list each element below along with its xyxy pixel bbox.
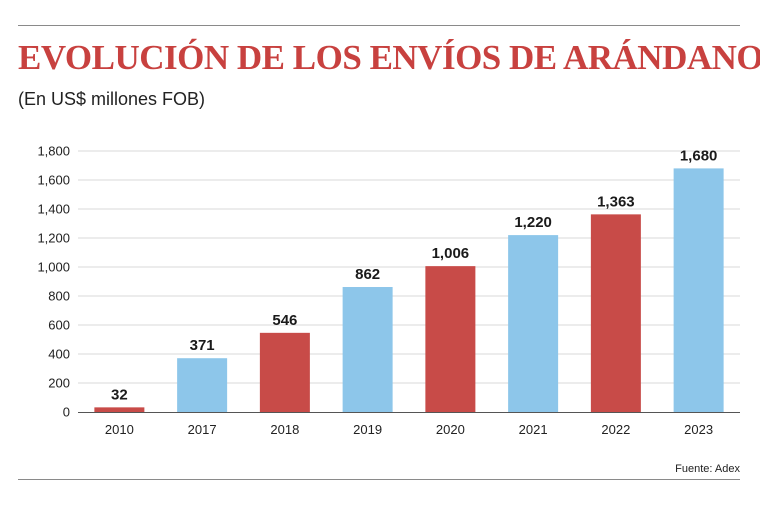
- data-label: 1,680: [680, 147, 718, 164]
- x-tick-label: 2022: [601, 422, 630, 437]
- data-label: 371: [190, 337, 215, 354]
- data-label: 1,006: [432, 245, 470, 262]
- bar-2019: [342, 287, 393, 412]
- y-tick-label: 400: [48, 347, 70, 362]
- y-tick-label: 1,800: [37, 144, 70, 159]
- bar-2021: [508, 235, 559, 412]
- data-label: 1,363: [597, 193, 635, 210]
- x-axis-ticks: 2010 2017 2018 2019 2020 2021 2022 2023: [105, 422, 713, 437]
- y-tick-label: 0: [63, 405, 70, 420]
- bar-2010: [94, 407, 145, 412]
- y-tick-label: 1,200: [37, 231, 70, 246]
- y-tick-label: 1,400: [37, 202, 70, 217]
- data-label: 862: [355, 266, 380, 283]
- x-tick-label: 2017: [188, 422, 217, 437]
- data-label: 546: [272, 312, 297, 329]
- y-tick-label: 600: [48, 318, 70, 333]
- x-tick-label: 2020: [436, 422, 465, 437]
- y-tick-label: 200: [48, 376, 70, 391]
- x-tick-label: 2010: [105, 422, 134, 437]
- y-tick-label: 1,600: [37, 173, 70, 188]
- bar-2017: [177, 358, 228, 412]
- bar-2023: [673, 168, 724, 412]
- top-rule: [18, 25, 740, 26]
- y-tick-label: 800: [48, 289, 70, 304]
- x-tick-label: 2019: [353, 422, 382, 437]
- data-label: 32: [111, 386, 128, 403]
- chart-subtitle: (En US$ millones FOB): [18, 89, 206, 109]
- data-labels: 32 371 546 862 1,006 1,220 1,363 1,680: [111, 147, 717, 403]
- x-tick-label: 2018: [270, 422, 299, 437]
- source-note: Fuente: Adex: [675, 463, 740, 475]
- chart-title: EVOLUCIÓN DE LOS ENVÍOS DE ARÁNDANOS: [18, 38, 760, 77]
- bottom-rule: [18, 479, 740, 480]
- x-tick-label: 2021: [519, 422, 548, 437]
- data-label: 1,220: [514, 214, 552, 231]
- x-tick-label: 2023: [684, 422, 713, 437]
- bar-2020: [425, 266, 476, 412]
- bars: [94, 168, 724, 412]
- bar-2022: [590, 214, 641, 412]
- y-axis-ticks: 0 200 400 600 800 1,000 1,200 1,400 1,600 1,800: [37, 144, 70, 420]
- bar-2018: [259, 332, 310, 412]
- y-tick-label: 1,000: [37, 260, 70, 275]
